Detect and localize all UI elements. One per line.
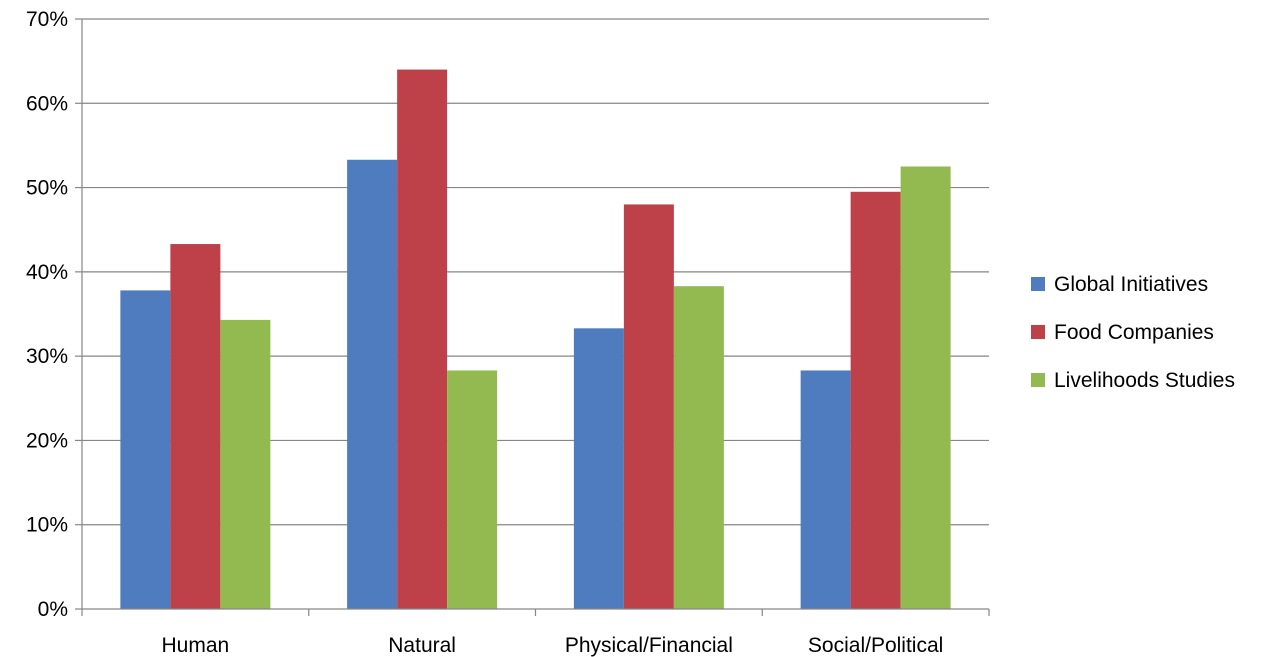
bar-global-initiatives-physical-financial: [573, 328, 624, 609]
y-tick-label: 50%: [26, 177, 68, 200]
bar-food-companies-physical-financial: [623, 204, 674, 609]
bar-global-initiatives-social-political: [800, 370, 851, 609]
bar-food-companies-human: [170, 244, 221, 610]
legend-label: Livelihoods Studies: [1054, 369, 1235, 392]
legend-swatch: [1031, 325, 1045, 339]
x-tick-label: Physical/Financial: [565, 634, 733, 657]
legend-swatch: [1031, 277, 1045, 291]
y-axis-ticks: 0% 10% 20% 30% 40% 50% 60% 70%: [26, 8, 82, 621]
y-tick-label: 20%: [26, 429, 68, 452]
y-tick-label: 0%: [38, 598, 68, 621]
legend-swatch: [1031, 373, 1045, 387]
bar-livelihoods-studies-human: [220, 319, 271, 609]
x-tick-label: Natural: [388, 634, 456, 657]
bar-livelihoods-studies-physical-financial: [673, 286, 724, 609]
x-tick-label: Social/Political: [808, 634, 943, 657]
bar-livelihoods-studies-social-political: [900, 166, 951, 609]
legend-label: Food Companies: [1054, 321, 1214, 344]
bar-food-companies-social-political: [850, 191, 901, 610]
y-tick-label: 30%: [26, 345, 68, 368]
bar-global-initiatives-natural: [347, 159, 398, 609]
x-axis-ticks: Human Natural Physical/Financial Social/Pol…: [81, 609, 990, 657]
bar-global-initiatives-human: [120, 290, 171, 609]
y-tick-label: 70%: [26, 8, 68, 31]
legend-label: Global Initiatives: [1054, 273, 1208, 296]
bars: [120, 69, 951, 610]
bar-livelihoods-studies-natural: [447, 370, 498, 609]
y-tick-label: 10%: [26, 514, 68, 537]
bar-food-companies-natural: [397, 69, 448, 610]
y-tick-label: 40%: [26, 261, 68, 284]
legend: Global Initiatives Food Companies Liveliho…: [1031, 273, 1235, 392]
x-tick-label: Human: [162, 634, 230, 657]
y-tick-label: 60%: [26, 92, 68, 115]
